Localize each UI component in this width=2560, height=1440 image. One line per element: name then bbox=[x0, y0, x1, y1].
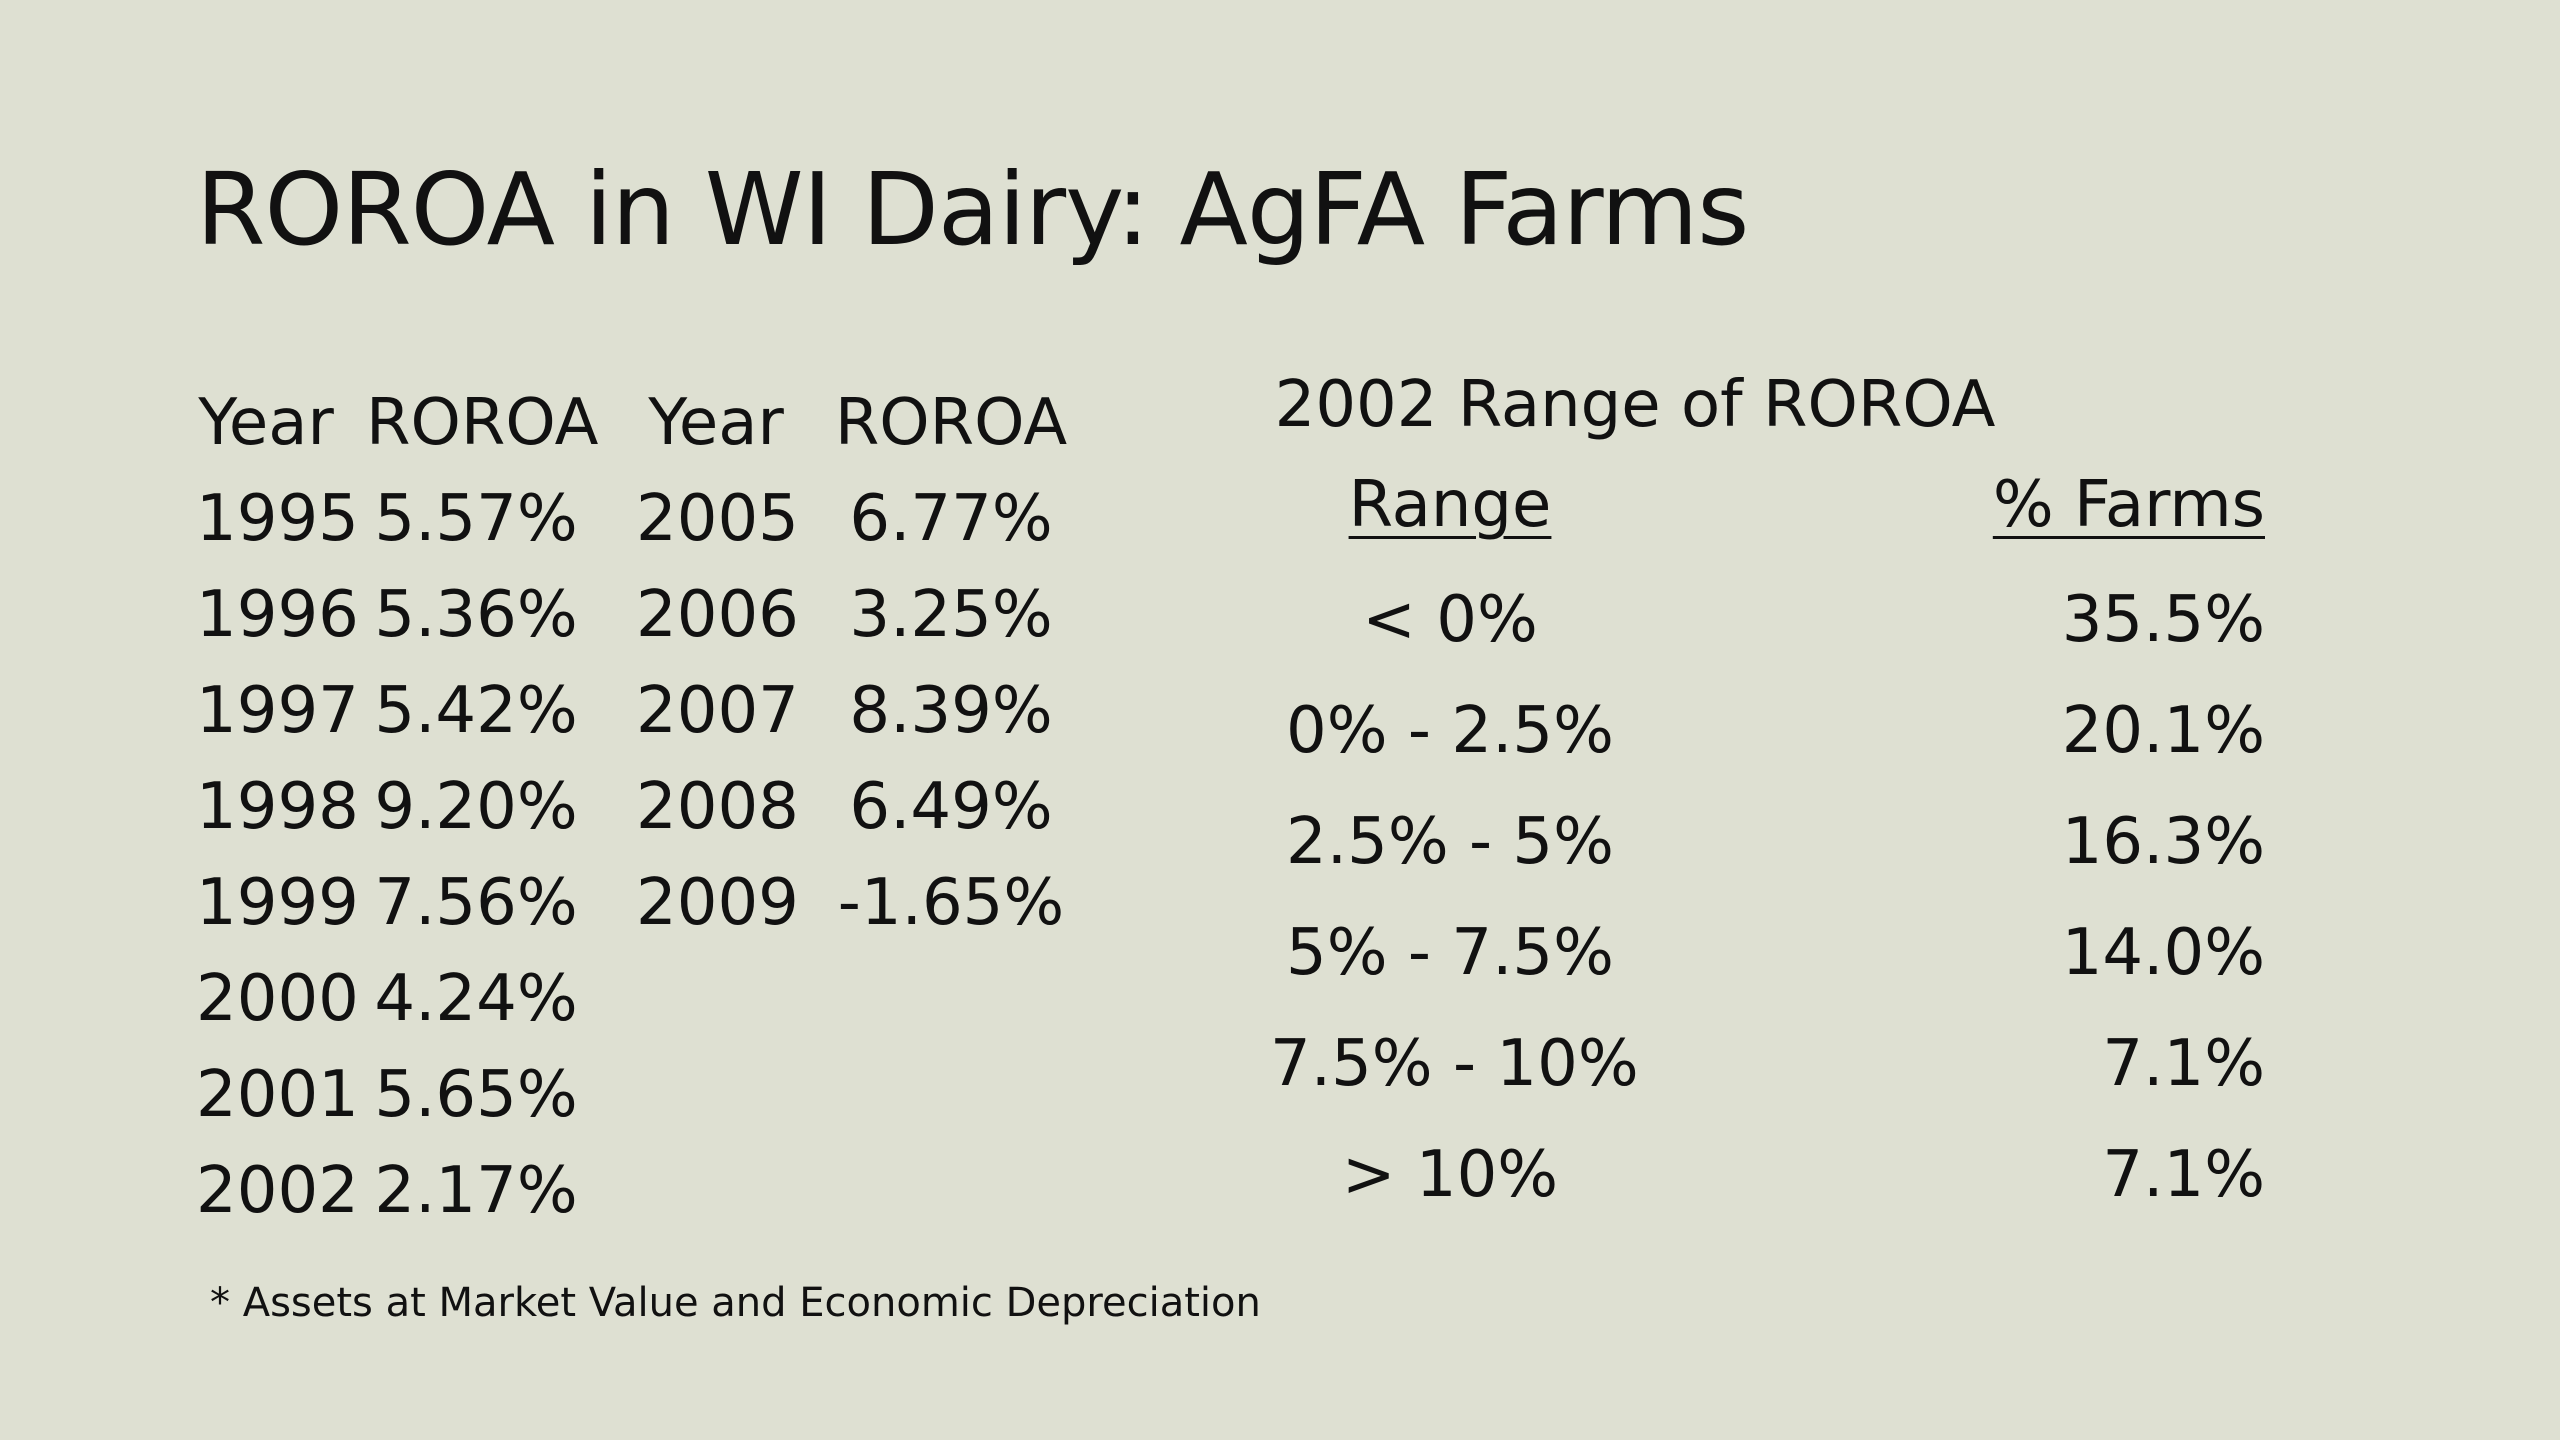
roroa-cell: 9.20% bbox=[374, 770, 578, 844]
roroa-cell: 2.17% bbox=[374, 1154, 578, 1228]
table-row: 5% - 7.5% 14.0% bbox=[1270, 898, 2270, 1009]
roroa-cell: 5.57% bbox=[374, 482, 578, 556]
year-cell: 2006 bbox=[636, 578, 799, 652]
range-header: Range bbox=[1348, 468, 1552, 542]
range-table-title: 2002 Range of ROROA bbox=[1274, 368, 1996, 442]
roroa-cell: 8.39% bbox=[849, 674, 1053, 748]
year-cell: 2002 bbox=[196, 1154, 359, 1228]
header-year-1: Year bbox=[198, 386, 334, 460]
farms-header: % Farms bbox=[1992, 468, 2265, 542]
roroa-cell: 7.56% bbox=[374, 866, 578, 940]
header-roroa-2: ROROA bbox=[834, 386, 1068, 460]
range-cell: 7.5% - 10% bbox=[1270, 1027, 1639, 1101]
range-cell: 0% - 2.5% bbox=[1286, 694, 1614, 768]
farms-cell: 14.0% bbox=[2061, 916, 2265, 990]
table-row: 0% - 2.5% 20.1% bbox=[1270, 676, 2270, 787]
table-row: 1999 7.56% 2009 -1.65% bbox=[196, 855, 1096, 951]
roroa-cell: 5.36% bbox=[374, 578, 578, 652]
year-cell: 2005 bbox=[636, 482, 799, 556]
header-year-2: Year bbox=[648, 386, 784, 460]
roroa-cell: 6.49% bbox=[849, 770, 1053, 844]
table-row: 1997 5.42% 2007 8.39% bbox=[196, 663, 1096, 759]
year-cell: 2009 bbox=[636, 866, 799, 940]
table-row: 1995 5.57% 2005 6.77% bbox=[196, 471, 1096, 567]
farms-cell: 20.1% bbox=[2061, 694, 2265, 768]
year-cell: 1995 bbox=[196, 482, 359, 556]
year-cell: 1997 bbox=[196, 674, 359, 748]
year-cell: 1999 bbox=[196, 866, 359, 940]
roroa-cell: -1.65% bbox=[837, 866, 1065, 940]
table-row: > 10% 7.1% bbox=[1270, 1120, 2270, 1231]
table-row: 2001 5.65% bbox=[196, 1047, 1096, 1143]
roroa-cell: 5.42% bbox=[374, 674, 578, 748]
table-row: 2000 4.24% bbox=[196, 951, 1096, 1047]
year-cell: 2001 bbox=[196, 1058, 359, 1132]
table-row: 2.5% - 5% 16.3% bbox=[1270, 787, 2270, 898]
range-cell: 2.5% - 5% bbox=[1286, 805, 1614, 879]
slide-title: ROROA in WI Dairy: AgFA Farms bbox=[196, 151, 1749, 268]
table-row: 7.5% - 10% 7.1% bbox=[1270, 1009, 2270, 1120]
roroa-cell: 5.65% bbox=[374, 1058, 578, 1132]
year-cell: 2008 bbox=[636, 770, 799, 844]
roroa-cell: 6.77% bbox=[849, 482, 1053, 556]
table-row: 1996 5.36% 2006 3.25% bbox=[196, 567, 1096, 663]
farms-cell: 7.1% bbox=[2102, 1138, 2265, 1212]
table-row: 2002 2.17% bbox=[196, 1143, 1096, 1239]
yearly-header-row: Year ROROA Year ROROA bbox=[196, 375, 1096, 471]
year-cell: 2000 bbox=[196, 962, 359, 1036]
roroa-cell: 3.25% bbox=[849, 578, 1053, 652]
farms-cell: 16.3% bbox=[2061, 805, 2265, 879]
range-cell: 5% - 7.5% bbox=[1286, 916, 1614, 990]
roroa-cell: 4.24% bbox=[374, 962, 578, 1036]
farms-cell: 7.1% bbox=[2102, 1027, 2265, 1101]
table-row: 1998 9.20% 2008 6.49% bbox=[196, 759, 1096, 855]
year-cell: 1998 bbox=[196, 770, 359, 844]
year-cell: 2007 bbox=[636, 674, 799, 748]
table-row: < 0% 35.5% bbox=[1270, 565, 2270, 676]
footnote: * Assets at Market Value and Economic De… bbox=[210, 1280, 1261, 1326]
range-cell: < 0% bbox=[1362, 583, 1538, 657]
header-roroa-1: ROROA bbox=[366, 386, 599, 460]
range-cell: > 10% bbox=[1341, 1138, 1559, 1212]
year-cell: 1996 bbox=[196, 578, 359, 652]
farms-cell: 35.5% bbox=[2061, 583, 2265, 657]
